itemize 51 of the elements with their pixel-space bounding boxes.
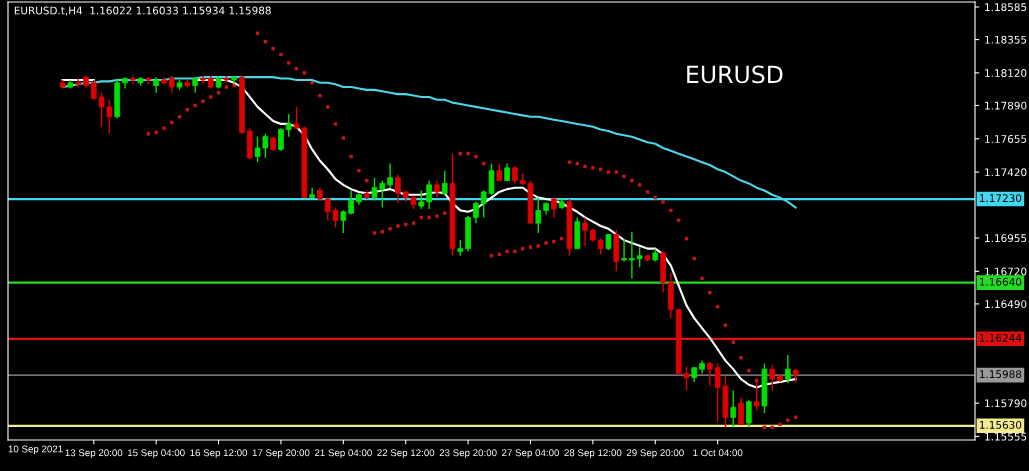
candlestick xyxy=(769,364,776,392)
candlestick xyxy=(582,216,588,247)
candlestick xyxy=(473,201,479,224)
candlestick xyxy=(535,196,542,234)
candlestick xyxy=(746,399,752,428)
x-tick-label: 28 Sep 12:00 xyxy=(564,449,622,459)
candlestick xyxy=(395,174,401,204)
y-tick-label: 1.18120 xyxy=(985,69,1027,77)
text: 10 Sep 2021 xyxy=(8,445,63,455)
y-tick-label: 1.15555 xyxy=(985,432,1027,441)
candlestick xyxy=(90,79,97,101)
x-tick-label: 27 Sep 04:00 xyxy=(502,449,560,459)
candlestick xyxy=(738,396,744,426)
candlestick xyxy=(629,230,635,280)
candlestick xyxy=(418,189,425,210)
candlestick xyxy=(730,389,737,428)
y-tick-label: 1.15790 xyxy=(985,399,1027,408)
y-tick-label: 1.18355 xyxy=(985,35,1027,44)
y-tick-label: 1.17655 xyxy=(985,135,1027,143)
x-tick-label: 1 Oct 04:00 xyxy=(693,449,743,457)
candlestick xyxy=(707,361,713,387)
x-tick-label: 15 Sep 04:00 xyxy=(127,449,185,459)
x-tick-label: 17 Sep 20:00 xyxy=(252,449,310,459)
candlestick xyxy=(441,169,448,196)
y-tick-label: 1.16720 xyxy=(985,267,1027,276)
candlestick xyxy=(387,162,393,189)
chart-title: EURUSD.t,H4 1.16022 1.16033 1.15934 1.15988 xyxy=(14,6,271,16)
y-tick-label: 1.16955 xyxy=(985,234,1027,243)
candlestick xyxy=(636,246,643,268)
ref-line-label: 1.17230 xyxy=(980,194,1022,203)
y-tick-label: 1.17890 xyxy=(985,101,1027,110)
y-tick-label: 1.17420 xyxy=(985,168,1027,177)
x-tick-label: 21 Sep 04:00 xyxy=(314,449,372,459)
candlestick xyxy=(785,354,791,384)
candlestick xyxy=(285,113,292,138)
candlestick xyxy=(348,189,354,216)
candlestick xyxy=(426,179,432,210)
annotation: EURUSD xyxy=(687,65,783,84)
ref-line-label: 1.16244 xyxy=(980,333,1022,342)
ref-line-label: 1.15988 xyxy=(980,370,1022,379)
ref-line-label: 1.16640 xyxy=(980,277,1022,286)
x-tick-label: 29 Sep 20:00 xyxy=(626,449,684,459)
candlestick xyxy=(340,209,347,234)
x-tick-label: 16 Sep 12:00 xyxy=(190,449,248,459)
ref-line-label: 1.15630 xyxy=(980,420,1022,429)
x-tick-label: 13 Sep 20:00 xyxy=(65,449,123,459)
y-tick-label: 1.16490 xyxy=(985,300,1027,309)
x-tick-label: 23 Sep 20:00 xyxy=(439,449,497,459)
x-tick-label: 22 Sep 12:00 xyxy=(377,449,435,459)
y-tick-label: 1.18585 xyxy=(985,3,1027,12)
candlestick xyxy=(278,127,284,152)
